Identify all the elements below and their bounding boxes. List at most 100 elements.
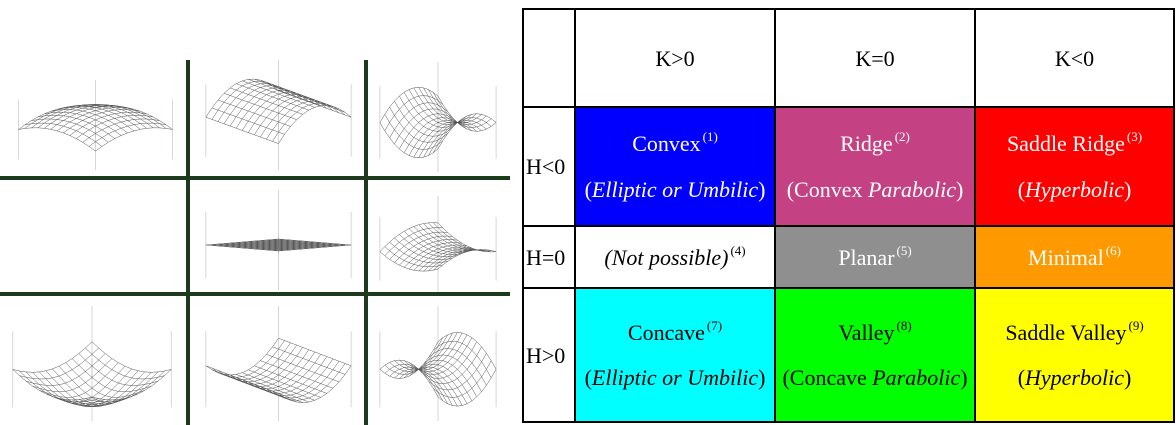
plot-mesh-line — [217, 239, 291, 247]
plot-mesh-line — [384, 246, 443, 268]
plot-mesh-line — [272, 363, 346, 401]
header-row: K>0 K=0 K<0 — [522, 7, 1175, 109]
cell-subtitle-italic: Hyperbolic — [1025, 176, 1124, 202]
cell-subtitle-prefix: (Convex — [786, 176, 868, 202]
cell-title-text: Planar — [838, 244, 895, 270]
plot-mesh-line — [236, 374, 309, 403]
plot-mesh-line — [205, 365, 279, 394]
plot-mesh-line — [19, 347, 99, 380]
plot-mesh-line — [437, 369, 497, 407]
row-h-negative: H<0 Convex (1) (Elliptic or Umbilic) Ridge(… — [522, 106, 1175, 228]
cell-number: (8) — [896, 317, 912, 333]
valley-cell: Valley (8) (Concave Parabolic) — [774, 287, 976, 423]
column-header-k-positive: K>0 — [574, 7, 776, 109]
plot-mesh-line — [428, 89, 487, 125]
plot-mesh-line — [25, 353, 106, 386]
row-h-positive: H>0 Concave (7) (Elliptic or Umbilic) Valle… — [522, 287, 1175, 423]
plot-mesh-line — [389, 231, 448, 260]
row-header-h-positive: H>0 — [522, 287, 576, 423]
plot-mesh-line — [433, 360, 492, 398]
plot-mesh-line — [413, 226, 472, 252]
plot-mesh-line — [85, 347, 165, 380]
plot-mesh-line — [278, 238, 352, 246]
plot-mesh-line — [437, 249, 497, 270]
plot-mesh-line — [31, 118, 109, 143]
plot-mesh-line — [432, 117, 492, 153]
cell-number: (7) — [706, 317, 723, 333]
plot-mesh-line — [389, 334, 448, 372]
cell-subtitle-suffix: ) — [1123, 365, 1132, 391]
cell-title-text: Concave — [627, 319, 705, 345]
plot-mesh-line — [85, 370, 165, 403]
plot-mesh-line — [19, 370, 99, 403]
cell-title: Saddle Ridge (3) — [976, 129, 1173, 157]
cell-title: Minimal (6) — [976, 244, 1173, 270]
plot-mesh-line — [437, 95, 497, 132]
cell-subtitle-prefix: ( — [1017, 176, 1026, 202]
cell-subtitle-suffix: ) — [955, 176, 964, 202]
planar-surface-plot — [205, 190, 352, 290]
cell-title: Saddle Valley (9) — [976, 319, 1173, 345]
ridge-surface-plot — [205, 60, 352, 170]
plot-mesh-line — [379, 359, 439, 398]
plot-mesh-line — [389, 241, 448, 264]
plot-mesh-line — [437, 113, 497, 150]
plot-mesh-line — [433, 249, 492, 271]
column-header-k-zero: K=0 — [774, 7, 976, 109]
plot-mesh-line — [12, 341, 93, 373]
cell-subtitle-italic: Hyperbolic — [1025, 365, 1124, 391]
plot-mesh-line — [88, 122, 167, 147]
cell-title-text: Minimal — [1028, 244, 1104, 270]
grid-divider-vertical — [186, 60, 190, 425]
plot-mesh-line — [91, 369, 172, 401]
plot-mesh-line — [428, 120, 487, 156]
plot-mesh-line — [217, 372, 291, 401]
cell-subtitle-suffix: ) — [1123, 176, 1132, 202]
grid-divider-horizontal — [0, 292, 510, 296]
cell-subtitle: (Convex Parabolic) — [776, 177, 974, 202]
grid-divider-horizontal — [0, 176, 510, 180]
convex-surface-plot — [18, 80, 173, 170]
cell-title-text: Ridge — [840, 131, 893, 157]
not-possible-cell: (Not possible) (4) — [574, 225, 776, 290]
cell-subtitle-suffix: ) — [758, 176, 766, 202]
surface-plot-grid — [0, 0, 510, 425]
plot-mesh-line — [379, 341, 439, 379]
cell-title-text: Convex — [632, 131, 701, 157]
plot-mesh-line — [12, 369, 93, 401]
plot-mesh-line — [32, 358, 112, 393]
plot-mesh-line — [65, 362, 145, 398]
plot-mesh-line — [95, 127, 173, 152]
ridge-cell: Ridge (2) (Convex Parabolic) — [774, 106, 976, 228]
minimal-surface-plot — [379, 196, 497, 292]
valley-surface-plot — [205, 306, 352, 421]
cell-number: (3) — [1126, 129, 1143, 145]
planar-cell: Planar (5) — [774, 225, 976, 290]
plot-mesh-line — [205, 78, 279, 118]
cell-title: (Not possible) (4) — [576, 244, 774, 270]
plot-mesh-line — [379, 122, 439, 158]
plot-mesh-line — [211, 369, 285, 398]
cell-title-text: (Not possible) — [604, 244, 729, 270]
saddle-ridge-cell: Saddle Ridge (3) (Hyperbolic) — [974, 106, 1175, 228]
cell-title-text: Valley — [838, 319, 895, 345]
row-header-h-zero: H=0 — [522, 225, 576, 290]
classification-table: K>0 K=0 K<0 H<0 Convex (1) (Elliptic or Um… — [522, 7, 1175, 423]
cell-number: (1) — [702, 129, 718, 145]
cell-subtitle-italic: Elliptic or Umbilic — [591, 176, 759, 202]
cell-title-text: Saddle Ridge — [1006, 131, 1125, 157]
plot-mesh-line — [78, 353, 159, 386]
cell-number: (5) — [896, 242, 912, 258]
plot-mesh-line — [437, 332, 497, 370]
saddle-valley-surface-plot — [379, 306, 497, 421]
plot-mesh-line — [379, 222, 439, 252]
cell-subtitle-italic: Parabolic — [867, 176, 956, 202]
row-h-zero: H=0 (Not possible) (4) Planar (5) Minimal (6) — [522, 225, 1175, 290]
concave-surface-plot — [12, 306, 172, 421]
curvature-classification-table: K>0 K=0 K<0 H<0 Convex (1) (Elliptic or Um… — [522, 7, 1176, 425]
plot-mesh-line — [384, 114, 443, 150]
plot-mesh-line — [379, 251, 439, 272]
cell-title: Convex (1) — [576, 129, 774, 157]
cell-subtitle-italic: Elliptic or Umbilic — [591, 365, 759, 391]
cell-subtitle-suffix: ) — [758, 365, 766, 391]
